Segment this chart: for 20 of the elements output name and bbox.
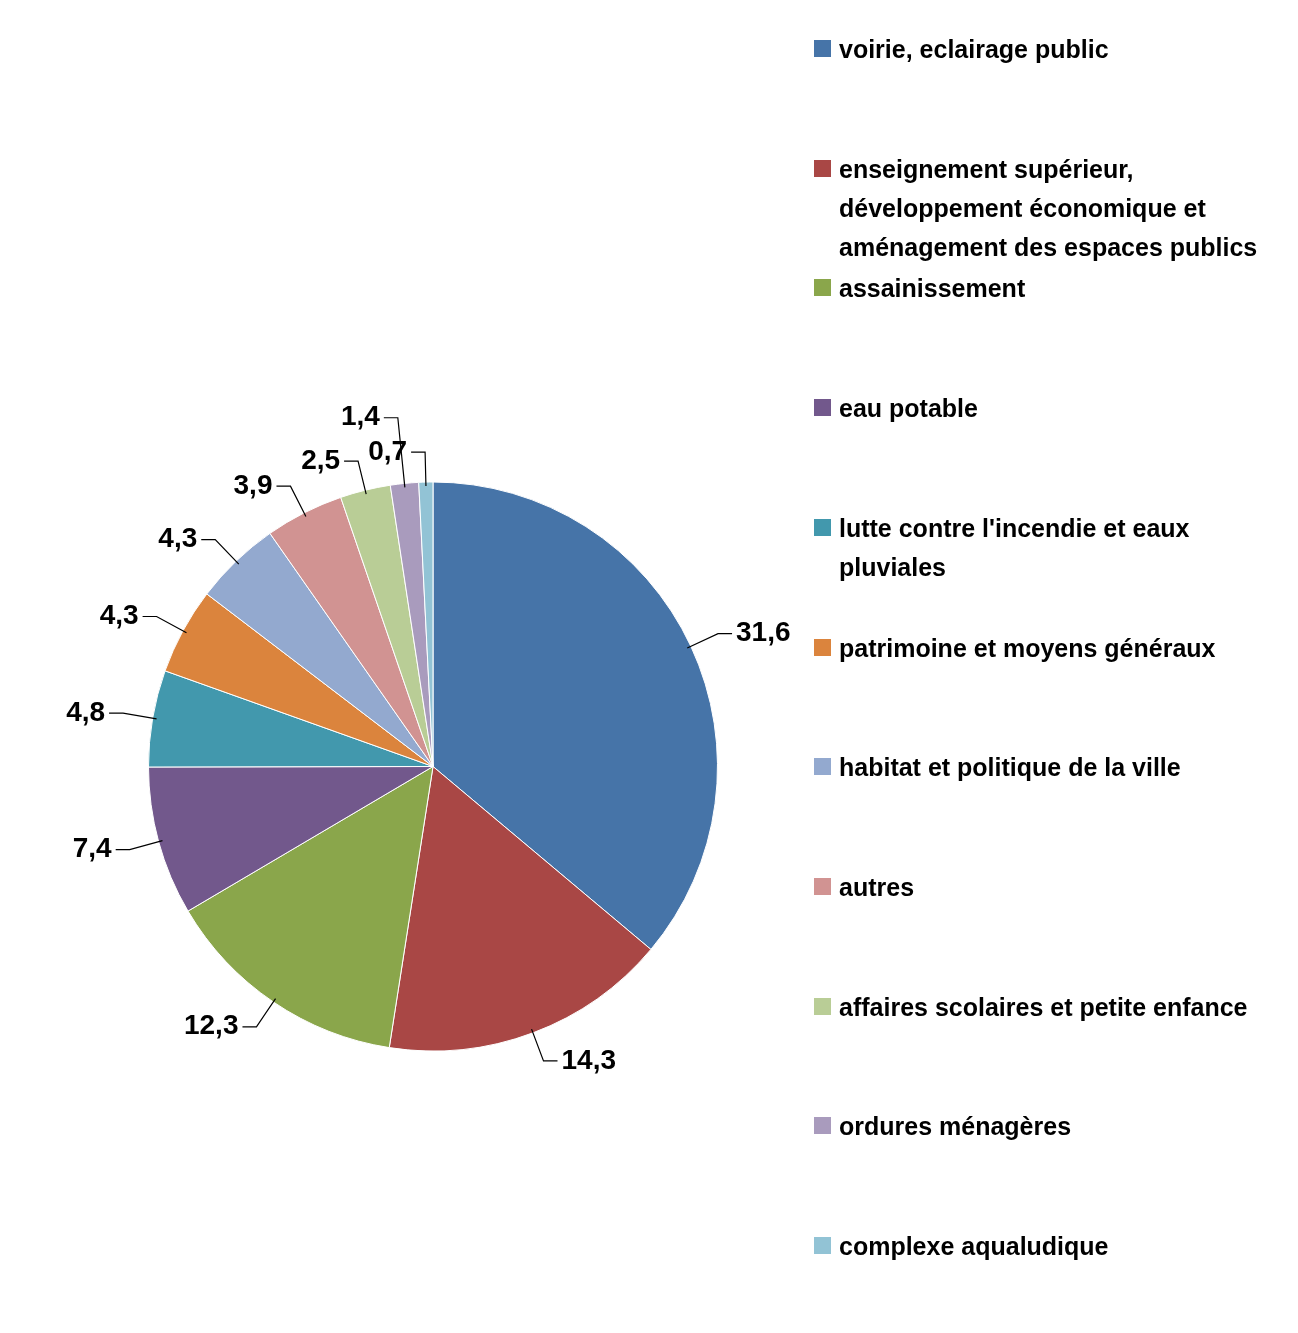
legend-label: ordures ménagères <box>839 1111 1072 1143</box>
data-label: 31,6 <box>736 616 791 648</box>
legend-label: lutte contre l'incendie et eaux pluviales <box>839 512 1191 583</box>
data-label: 2,5 <box>301 443 341 475</box>
data-label: 14,3 <box>561 1043 617 1075</box>
data-label: 4,3 <box>158 522 198 554</box>
data-label: 1,4 <box>340 400 381 432</box>
legend-label: voirie, eclairage public <box>839 34 1109 65</box>
data-label: 4,8 <box>66 695 106 727</box>
legend-label: eau potable <box>839 393 978 425</box>
legend-label: habitat et politique de la ville <box>839 752 1181 784</box>
legend-label: affaires scolaires et petite enfance <box>839 991 1248 1023</box>
data-label: 4,3 <box>99 599 139 631</box>
data-label: 3,9 <box>233 468 273 500</box>
legend-label: patrimoine et moyens généraux <box>839 632 1216 664</box>
legend-label: autres <box>839 871 915 903</box>
legend-label: complexe aqualudique <box>839 1231 1109 1262</box>
data-label: 7,4 <box>72 832 113 864</box>
legend-label: assainissement <box>839 273 1026 305</box>
data-label: 12,3 <box>183 1009 239 1041</box>
